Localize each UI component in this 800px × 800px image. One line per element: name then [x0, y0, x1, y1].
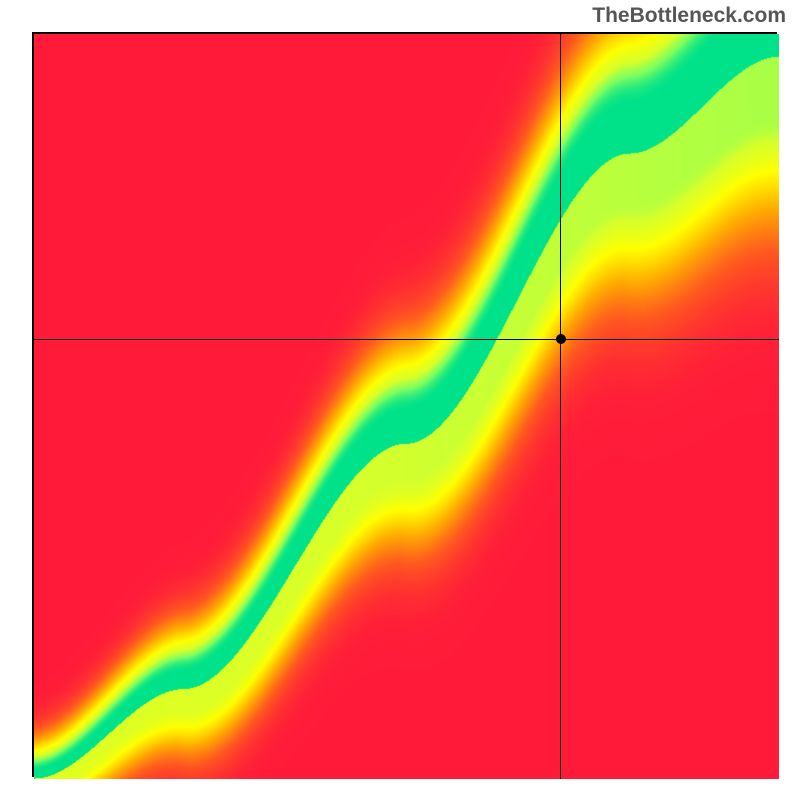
heatmap-canvas: [34, 34, 779, 779]
heatmap-plot: [32, 32, 777, 777]
crosshair-marker: [556, 334, 566, 344]
crosshair-horizontal: [34, 339, 779, 340]
chart-container: TheBottleneck.com: [0, 0, 800, 800]
watermark-text: TheBottleneck.com: [592, 4, 786, 28]
crosshair-vertical: [560, 34, 561, 779]
